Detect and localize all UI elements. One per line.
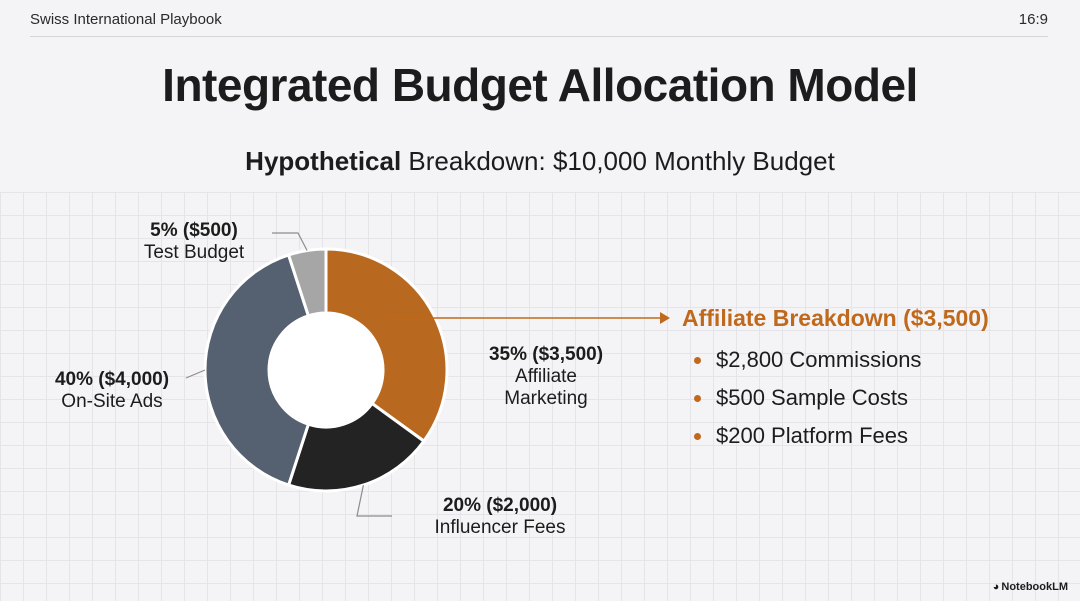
affiliate-breakdown-list: $2,800 Commissions $500 Sample Costs $20… <box>682 345 989 459</box>
top-bar: Swiss International Playbook 16:9 <box>30 10 1048 37</box>
slice-name-label-influencer: Influencer Fees <box>435 517 566 538</box>
subtitle-text: Breakdown: $10,000 Monthly Budget <box>401 146 835 176</box>
leader-line-influencer <box>356 484 392 517</box>
slice-value-label-influencer: 20% ($2,000) <box>443 495 557 516</box>
page-title: Integrated Budget Allocation Model <box>162 59 918 111</box>
header-band <box>0 0 1080 192</box>
affiliate-arrow-head <box>660 312 670 324</box>
slice-value-label-test: 5% ($500) <box>150 220 238 241</box>
leader-line-test <box>272 232 308 251</box>
bullet-dot <box>694 357 701 364</box>
slice-value-label-onsite: 40% ($4,000) <box>55 369 169 390</box>
bullet-dot <box>694 395 701 402</box>
bullet-dot <box>694 433 701 440</box>
breakdown-item-label: $200 Platform Fees <box>716 423 908 448</box>
affiliate-breakdown-panel: Affiliate Breakdown ($3,500) $2,800 Comm… <box>682 305 989 459</box>
subtitle-emphasis: Hypothetical <box>245 146 402 176</box>
slice-value-label-affiliate: 35% ($3,500) <box>489 344 603 365</box>
slice-name-label-affiliate: Marketing <box>504 388 587 409</box>
breakdown-item-platform-fees: $200 Platform Fees <box>682 421 989 459</box>
breakdown-item-sample-costs: $500 Sample Costs <box>682 383 989 421</box>
donut-slice-onsite <box>203 253 311 487</box>
aspect-ratio-label: 16:9 <box>1018 11 1048 28</box>
deck-name: Swiss International Playbook <box>30 11 222 28</box>
brand-watermark: ◕ NotebookLM <box>993 581 1068 593</box>
slice-name-label-onsite: On-Site Ads <box>61 391 162 412</box>
breakdown-item-label: $500 Sample Costs <box>716 385 908 410</box>
notebooklm-icon: ◕ <box>992 581 1000 593</box>
donut-slice-affiliate <box>324 247 449 444</box>
breakdown-item-label: $2,800 Commissions <box>716 347 922 372</box>
brand-label: NotebookLM <box>1001 581 1068 593</box>
slice-name-label-test: Test Budget <box>144 242 245 263</box>
subtitle: Hypothetical Breakdown: $10,000 Monthly … <box>0 146 1080 177</box>
leader-line-onsite <box>185 369 206 379</box>
donut-hole <box>270 314 382 426</box>
donut-slice-test <box>286 247 328 318</box>
breakdown-item-commissions: $2,800 Commissions <box>682 345 989 383</box>
slice-name-label-affiliate: Affiliate <box>515 366 577 387</box>
affiliate-breakdown-title: Affiliate Breakdown ($3,500) <box>682 305 989 331</box>
donut-slice-influencer <box>286 401 426 493</box>
